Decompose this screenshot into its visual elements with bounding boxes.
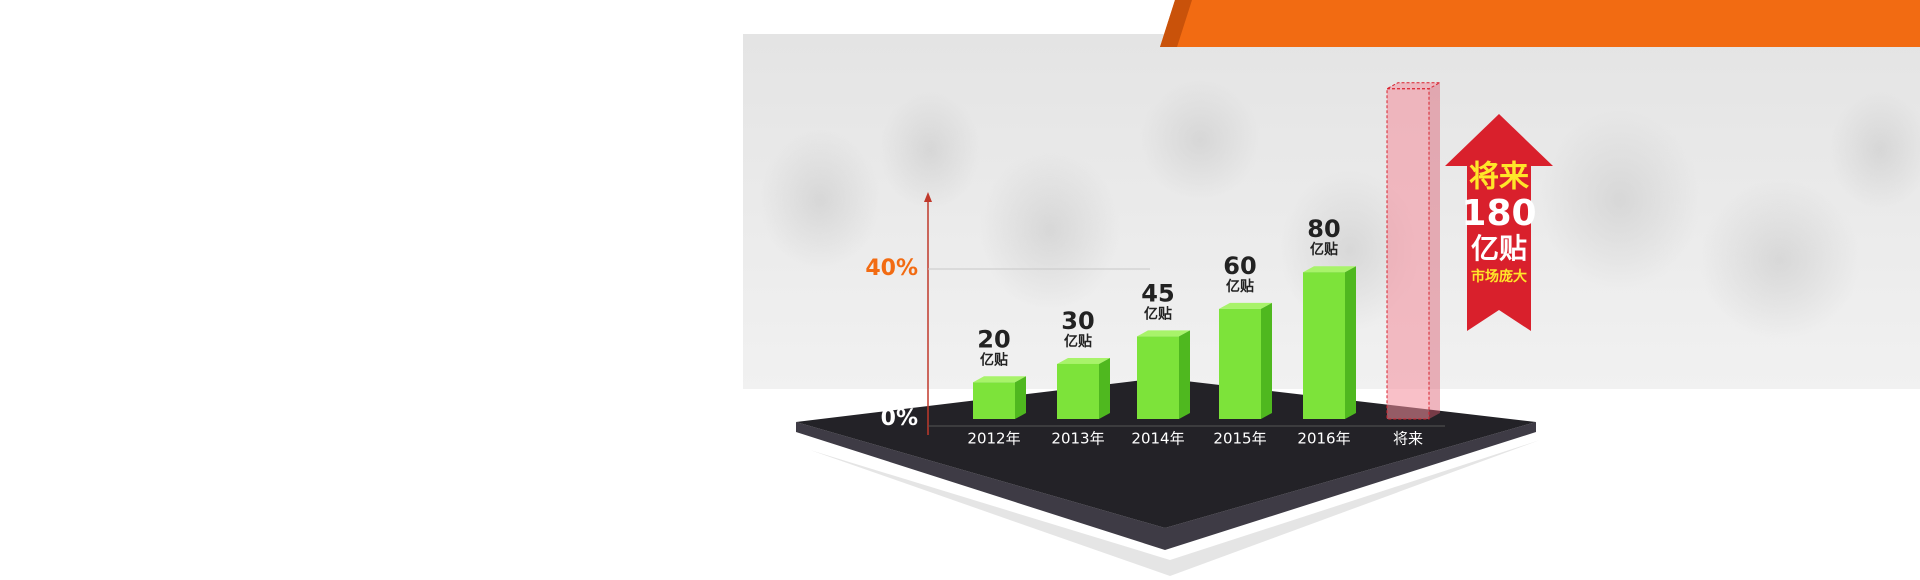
top-bar-edge bbox=[1160, 0, 1192, 47]
x-tick-label: 2016年 bbox=[1297, 430, 1350, 448]
bar-side bbox=[1015, 376, 1026, 419]
top-bar bbox=[1160, 0, 1920, 47]
bar-side bbox=[1429, 82, 1440, 419]
unit-label: 亿贴 bbox=[1310, 241, 1338, 258]
bar-side bbox=[1099, 357, 1110, 419]
bar-top bbox=[1303, 266, 1356, 273]
value-label: 45 bbox=[1141, 279, 1174, 307]
crowd-texture bbox=[760, 80, 1920, 340]
unit-label: 亿贴 bbox=[1064, 333, 1092, 350]
callout-value: 180 bbox=[1461, 193, 1536, 234]
y-tick-label: 0% bbox=[881, 406, 918, 431]
unit-label: 亿贴 bbox=[1144, 305, 1172, 322]
bar-top bbox=[1057, 357, 1110, 364]
bar bbox=[1303, 272, 1345, 419]
y-tick-label: 40% bbox=[865, 256, 918, 281]
callout-unit: 亿贴 bbox=[1471, 232, 1527, 265]
bar bbox=[973, 382, 1015, 419]
bar-side bbox=[1261, 302, 1272, 419]
x-tick-label: 2012年 bbox=[967, 430, 1020, 448]
y-axis-arrow bbox=[924, 192, 932, 202]
bar-side bbox=[1345, 266, 1356, 419]
bar-top bbox=[1219, 302, 1272, 309]
x-tick-label: 将来 bbox=[1393, 430, 1423, 448]
bar-top bbox=[973, 376, 1026, 383]
value-label: 80 bbox=[1307, 215, 1340, 243]
x-tick-label: 2014年 bbox=[1131, 430, 1184, 448]
bar bbox=[1137, 336, 1179, 419]
bars: 0%40%2012年20亿贴2013年30亿贴2014年45亿贴2015年60亿… bbox=[865, 82, 1441, 448]
unit-label: 亿贴 bbox=[980, 351, 1008, 368]
bar bbox=[1057, 363, 1099, 419]
value-label: 20 bbox=[977, 325, 1010, 353]
x-tick-label: 2013年 bbox=[1051, 430, 1104, 448]
bar bbox=[1386, 88, 1430, 420]
bar bbox=[1219, 308, 1261, 419]
value-label: 30 bbox=[1061, 307, 1094, 335]
callout-note: 市场庞大 bbox=[1471, 268, 1527, 285]
x-tick-label: 2015年 bbox=[1213, 430, 1266, 448]
unit-label: 亿贴 bbox=[1226, 278, 1254, 295]
callout-arrow bbox=[1445, 114, 1553, 331]
callout-category: 将来 bbox=[1469, 160, 1529, 195]
bar-side bbox=[1179, 330, 1190, 419]
bar-top bbox=[1137, 330, 1190, 337]
value-label: 60 bbox=[1223, 252, 1256, 280]
